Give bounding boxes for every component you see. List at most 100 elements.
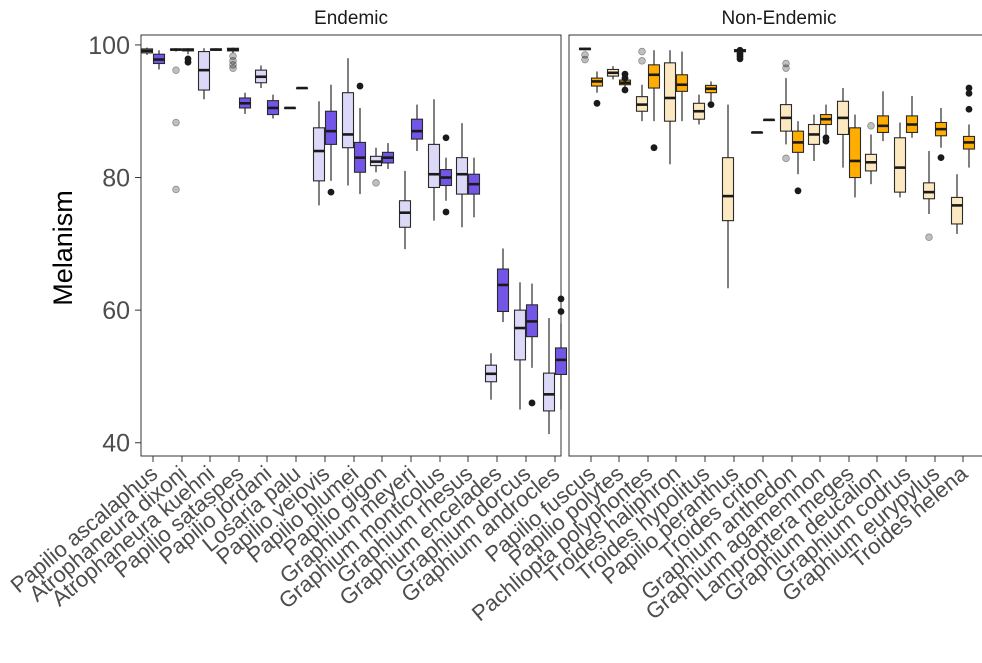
box-iqr	[513, 309, 527, 361]
box-atrophaneura-dixoni-light	[169, 48, 183, 194]
box-iqr	[410, 118, 424, 140]
box-graphium-dorcus-dark	[525, 283, 539, 407]
y-tick-label: 100	[88, 32, 130, 60]
panel-title-endemic: Endemic	[314, 8, 388, 29]
box-graphium-eurypylus-dark	[934, 107, 948, 162]
box-graphium-anthedon-light	[779, 59, 793, 163]
box-troides-hypolitus-dark	[704, 81, 718, 109]
box-papilio-sataspes-light	[226, 47, 240, 72]
box-iqr	[455, 157, 469, 195]
box-graphium-codrus-light	[893, 122, 907, 198]
outlier-point	[172, 66, 180, 74]
box-papilio-gigon-dark	[381, 143, 395, 169]
panel-title-non-endemic: Non-Endemic	[721, 8, 836, 29]
y-tick-label: 40	[102, 430, 130, 458]
box-atrophaneura-kuehni-light	[197, 48, 211, 100]
box-papilio-jordani-light	[254, 65, 268, 89]
box-troides-haliphron-light	[663, 50, 677, 165]
box-papilio-blumei-dark	[353, 82, 367, 195]
box-pachliopta-polyphontes-dark	[647, 50, 661, 152]
box-iqr	[663, 62, 677, 122]
box-graphium-monticolus-light	[427, 99, 441, 221]
box-iqr	[848, 127, 862, 179]
outlier-point	[782, 64, 790, 72]
box-iqr	[950, 196, 964, 225]
panel-frame	[568, 34, 982, 457]
box-atrophaneura-dixoni-dark	[181, 48, 195, 66]
box-papilio-fuscus-dark	[590, 71, 604, 107]
box-atrophaneura-kuehni-dark	[209, 48, 223, 51]
y-axis: 40 60 80 100	[88, 32, 141, 458]
box-graphium-eurypylus-light	[922, 151, 936, 242]
box-graphium-encelades-light	[484, 353, 498, 400]
outlier-point	[707, 101, 715, 109]
box-papilio-polytes-light	[606, 66, 620, 80]
outlier-point	[822, 137, 830, 145]
box-graphium-monticolus-dark	[439, 134, 453, 216]
y-axis-label: Melanism	[48, 190, 78, 306]
outlier-point	[925, 233, 933, 242]
box-iqr	[876, 115, 890, 134]
outlier-point	[736, 55, 744, 63]
box-papilio-sataspes-dark	[238, 92, 252, 114]
panel-frame	[140, 34, 562, 457]
box-papilio-peranthus-dark	[733, 46, 747, 63]
box-papilio-veiovis-dark	[324, 84, 338, 196]
box-iqr	[647, 64, 661, 89]
box-troides-helena-light	[950, 174, 964, 234]
box-papilio-peranthus-light	[721, 104, 735, 289]
box-papilio-blumei-light	[341, 58, 355, 186]
outlier-point	[229, 57, 237, 65]
outlier-point	[782, 59, 790, 68]
outlier-point	[557, 295, 565, 303]
outlier-point	[965, 89, 973, 97]
box-iqr	[554, 347, 568, 376]
outlier-point	[557, 308, 565, 315]
box-troides-criton-light	[750, 131, 764, 134]
box-lamproptera-meges-dark	[848, 114, 862, 198]
box-papilio-polytes-dark	[618, 70, 632, 94]
box-pachliopta-polyphontes-light	[635, 47, 649, 122]
box-papilio-fuscus-light	[578, 47, 592, 64]
box-iqr	[398, 200, 412, 228]
outlier-point	[593, 99, 601, 107]
box-iqr	[721, 157, 735, 222]
outlier-point	[229, 52, 237, 61]
outlier-point	[327, 188, 335, 196]
box-papilio-ascalaphus-light	[140, 47, 154, 55]
outlier-point	[937, 154, 945, 162]
box-graphium-anthedon-dark	[791, 121, 805, 195]
outlier-point	[867, 122, 875, 130]
box-papilio-jordani-dark	[266, 94, 280, 119]
y-tick-label: 60	[102, 297, 130, 325]
box-papilio-gigon-light	[369, 147, 383, 187]
box-troides-criton-dark	[762, 118, 776, 122]
outlier-point	[621, 74, 629, 82]
outlier-point	[638, 57, 646, 65]
box-iqr	[324, 110, 338, 145]
box-papilio-ascalaphus-dark	[152, 50, 166, 70]
outlier-point	[638, 47, 646, 56]
box-graphium-codrus-dark	[905, 95, 919, 138]
box-iqr	[312, 127, 326, 182]
outlier-point	[621, 86, 629, 94]
outlier-point	[782, 154, 790, 163]
box-troides-haliphron-dark	[675, 51, 689, 122]
outlier-point	[965, 84, 973, 92]
box-iqr	[496, 268, 510, 313]
box-graphium-encelades-dark	[496, 248, 510, 323]
box-losaria-palu-light	[283, 106, 297, 110]
box-iqr	[542, 372, 556, 412]
outlier-point	[229, 64, 237, 72]
box-graphium-rhesus-dark	[467, 157, 481, 218]
outlier-point	[794, 187, 802, 195]
outlier-point	[172, 185, 180, 194]
box-iqr	[427, 143, 441, 189]
box-graphium-dorcus-light	[513, 282, 527, 410]
outlier-point	[229, 61, 237, 69]
outlier-point	[442, 134, 450, 142]
outlier-point	[372, 179, 380, 187]
